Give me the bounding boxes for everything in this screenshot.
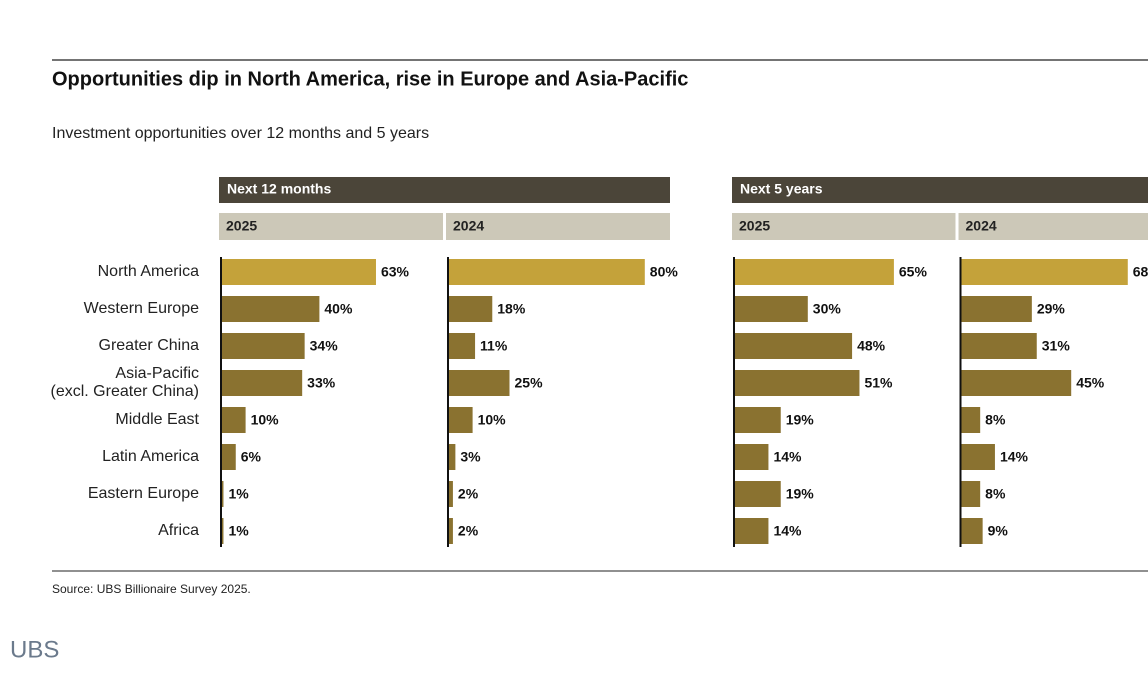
value-label: 48% [857, 338, 886, 354]
chart-title: Opportunities dip in North America, rise… [52, 68, 688, 90]
bar [221, 481, 224, 507]
series-header [958, 213, 1148, 240]
bar [960, 259, 1128, 285]
bar [221, 296, 320, 322]
value-label: 29% [1037, 301, 1066, 317]
bar [960, 518, 983, 544]
value-label: 14% [1000, 449, 1029, 465]
bar [448, 407, 473, 433]
value-label: 18% [497, 301, 526, 317]
bar [448, 296, 493, 322]
bar [734, 259, 894, 285]
value-label: 65% [899, 264, 928, 280]
value-label: 19% [786, 486, 815, 502]
value-label: 34% [310, 338, 339, 354]
value-label: 2% [458, 486, 479, 502]
category-label: Eastern Europe [87, 485, 199, 502]
value-label: 25% [515, 375, 544, 391]
bar [734, 296, 808, 322]
bar [448, 518, 453, 544]
value-label: 45% [1076, 375, 1105, 391]
value-label: 11% [480, 338, 508, 354]
bar [960, 333, 1037, 359]
series-header [446, 213, 670, 240]
bar [734, 444, 769, 470]
value-label: 2% [458, 523, 479, 539]
value-label: 63% [381, 264, 410, 280]
bar [448, 370, 510, 396]
category-label: Africa [158, 522, 199, 539]
value-label: 33% [307, 375, 336, 391]
series-name: 2024 [453, 218, 484, 234]
bar [734, 370, 860, 396]
bar [221, 407, 246, 433]
value-label: 14% [773, 523, 802, 539]
bar [734, 481, 781, 507]
value-label: 80% [650, 264, 679, 280]
value-label: 1% [228, 486, 249, 502]
panel-title: Next 12 months [227, 181, 331, 197]
bar [960, 444, 995, 470]
bar [221, 518, 224, 544]
value-label: 40% [324, 301, 353, 317]
brand: UBS [10, 636, 59, 663]
value-label: 10% [478, 412, 507, 428]
value-label: 3% [460, 449, 481, 465]
category-label: North America [97, 263, 199, 280]
category-label: Western Europe [83, 300, 199, 317]
value-label: 8% [985, 486, 1006, 502]
bar [960, 407, 981, 433]
value-label: 19% [786, 412, 815, 428]
value-label: 14% [773, 449, 802, 465]
value-label: 8% [985, 412, 1006, 428]
bar [960, 370, 1072, 396]
series-header [732, 213, 956, 240]
value-label: 10% [251, 412, 280, 428]
bar [221, 370, 303, 396]
panel-header [732, 177, 1148, 203]
bar [960, 481, 981, 507]
panel-title: Next 5 years [740, 181, 823, 197]
series-name: 2024 [966, 218, 997, 234]
value-label: 30% [813, 301, 842, 317]
category-label: Latin America [102, 448, 199, 465]
bar [448, 481, 453, 507]
value-label: 31% [1042, 338, 1071, 354]
bar [448, 444, 456, 470]
panel-header [219, 177, 670, 203]
value-label: 1% [228, 523, 249, 539]
chart-subtitle: Investment opportunities over 12 months … [52, 125, 429, 142]
bar [448, 333, 476, 359]
bar [960, 296, 1032, 322]
series-header [219, 213, 443, 240]
category-label: Greater China [98, 337, 200, 354]
value-label: 6% [241, 449, 262, 465]
bar [221, 259, 376, 285]
value-label: 51% [864, 375, 893, 391]
value-label: 9% [988, 523, 1009, 539]
bar [221, 333, 305, 359]
bar [734, 407, 781, 433]
value-label: 68% [1133, 264, 1148, 280]
series-name: 2025 [739, 218, 770, 234]
category-label: Asia-Pacific (excl. Greater China) [50, 365, 200, 400]
bar [221, 444, 236, 470]
bar [734, 333, 853, 359]
series-name: 2025 [226, 218, 257, 234]
category-label: Middle East [115, 411, 199, 428]
source: Source: UBS Billionaire Survey 2025. [52, 582, 251, 596]
bar [448, 259, 645, 285]
bar [734, 518, 769, 544]
